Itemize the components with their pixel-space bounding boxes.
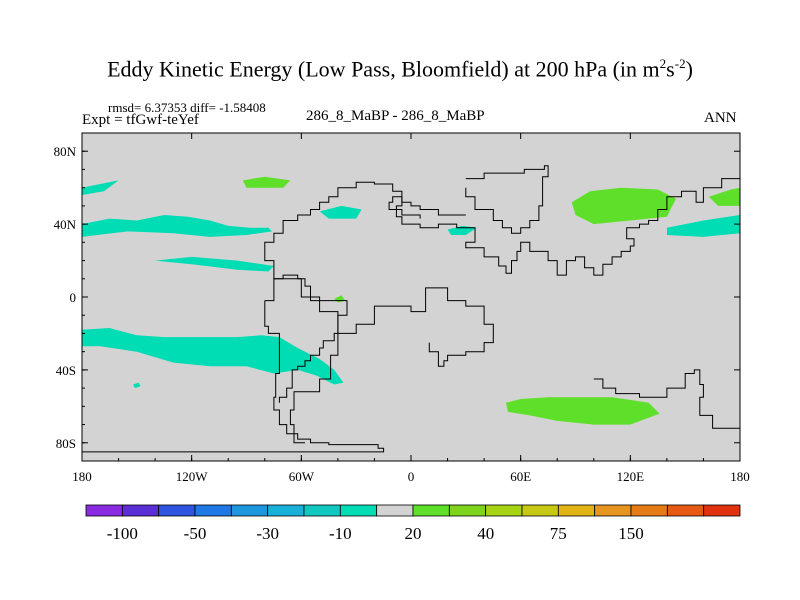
y-tick-label: 40S: [56, 363, 76, 378]
x-tick-label: 60E: [510, 469, 531, 484]
colorbar-label: -100: [107, 524, 138, 543]
colorbar-swatch: [121, 504, 160, 517]
outline-north-coast: [264, 176, 740, 298]
chart-title: Eddy Kinetic Energy (Low Pass, Bloomfiel…: [0, 56, 800, 82]
stats-label: rmsd= 6.37353 diff= -1.58408: [108, 100, 266, 115]
y-tick-label: 0: [70, 290, 77, 305]
region-mid-atlantic-cell: [319, 205, 362, 219]
colorbar-label: 40: [477, 524, 494, 543]
y-tick-label: 80N: [54, 144, 77, 159]
title-unit-s: s: [666, 56, 675, 82]
axis-ticks: 180 120W 60W 0 60E 120E 180 80N 40N 0 40S 80S: [54, 133, 750, 484]
colorbar-label: -10: [329, 524, 352, 543]
region-nw-atlantic-north: [82, 180, 119, 195]
region-pacific-east-mid: [666, 215, 740, 237]
region-asia-jet: [571, 187, 676, 225]
colorbar-swatch: [594, 504, 632, 517]
colorbar-swatch: [557, 504, 596, 517]
colorbar-label: -30: [256, 524, 279, 543]
colorbar: -100 -50 -30 -10 20 40 75 150: [85, 504, 741, 543]
outline-south-america-east: [82, 300, 385, 453]
x-tick-label: 0: [408, 469, 415, 484]
outline-north-atlantic-coast: [337, 287, 494, 367]
region-north-atlantic-band: [82, 215, 273, 237]
x-tick-label: 120E: [617, 469, 645, 484]
colorbar-swatch: [703, 504, 741, 517]
colorbar-swatch: [158, 504, 196, 517]
comparison-label: 286_8_MaBP - 286_8_MaBP: [306, 108, 485, 124]
region-south-indian-band: [506, 397, 660, 425]
colorbar-swatch: [303, 504, 341, 517]
x-tick-label: 180: [72, 469, 92, 484]
x-tick-label: 180: [730, 469, 750, 484]
colorbar-label: 75: [550, 524, 567, 543]
outline-greenland-loop: [465, 165, 549, 234]
colorbar-swatch: [630, 504, 668, 517]
x-tick-label: 120W: [176, 469, 209, 484]
y-tick-label: 40N: [54, 217, 77, 232]
x-tick-label: 60W: [289, 469, 315, 484]
coastline-outline: [82, 165, 740, 453]
region-pacific-east-north: [708, 187, 740, 206]
region-south-pacific-band: [82, 328, 344, 385]
season-label: ANN: [704, 110, 737, 126]
title-superscript-2: -2: [674, 56, 686, 71]
region-south-speck: [133, 382, 141, 389]
contour-regions: [82, 176, 740, 425]
outline-mid-continent: [388, 196, 466, 219]
colorbar-label: -50: [184, 524, 207, 543]
region-n-pacific-band: [155, 256, 274, 272]
title-close-paren: ): [685, 56, 693, 82]
outline-south-africa-loop: [593, 369, 740, 443]
colorbar-swatch: [412, 504, 450, 517]
colorbar-swatch: [376, 504, 414, 517]
title-superscript-1: 2: [659, 56, 667, 71]
colorbar-swatch: [448, 504, 487, 517]
outline-south-america-inner: [289, 297, 339, 444]
colorbar-swatch: [666, 504, 705, 517]
region-greenland-cell: [242, 176, 291, 188]
colorbar-swatch: [339, 504, 378, 517]
colorbar-swatch: [85, 504, 123, 517]
experiment-label: Expt = tfGwf-teYef: [82, 112, 199, 128]
colorbar-label: 150: [618, 524, 644, 543]
colorbar-swatch: [230, 504, 269, 517]
colorbar-swatch: [521, 504, 559, 517]
colorbar-swatch: [267, 504, 305, 517]
colorbar-swatch: [485, 504, 523, 517]
colorbar-swatch: [194, 504, 232, 517]
y-tick-label: 80S: [56, 436, 76, 451]
colorbar-label: 20: [405, 524, 422, 543]
title-text: Eddy Kinetic Energy (Low Pass, Bloomfiel…: [107, 56, 660, 82]
